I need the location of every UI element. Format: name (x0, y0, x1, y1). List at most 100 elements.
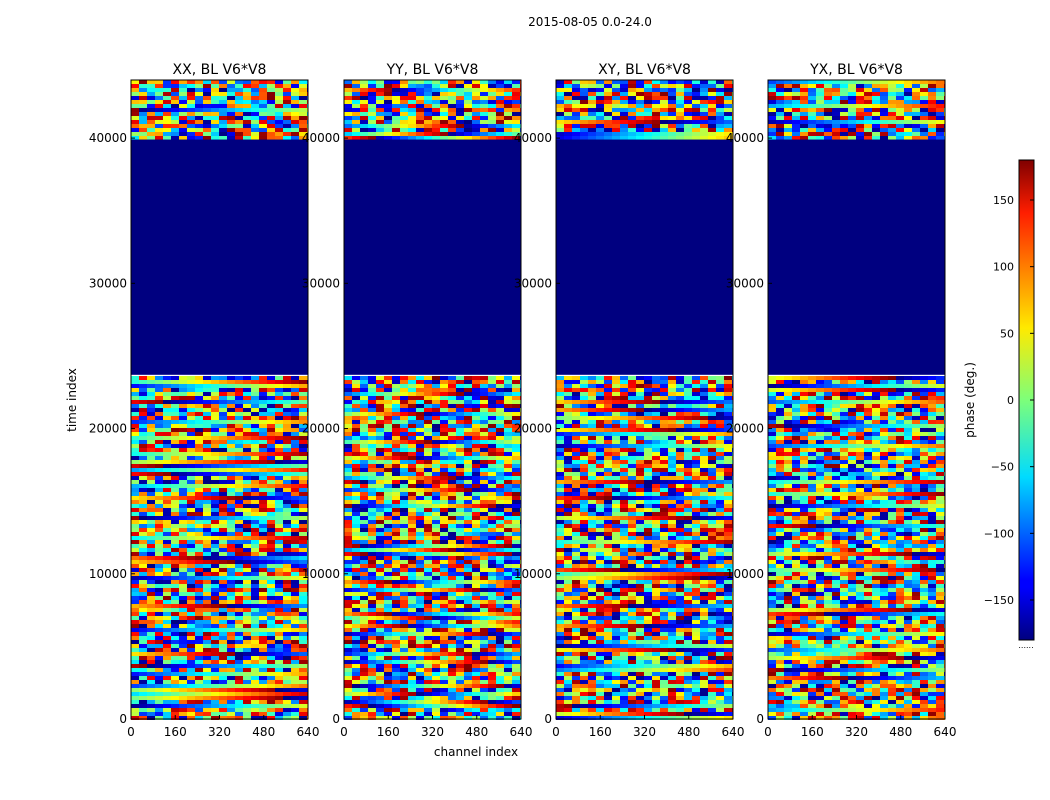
phase-cell (424, 412, 432, 416)
phase-cell (360, 544, 368, 548)
phase-cell (480, 656, 488, 660)
phase-cell (684, 88, 692, 92)
phase-cell (416, 588, 424, 592)
phase-cell (512, 440, 520, 444)
phase-cell (472, 80, 480, 84)
phase-cell (496, 488, 504, 492)
phase-cell (211, 512, 219, 516)
phase-cell (171, 104, 179, 108)
phase-cell (384, 476, 392, 480)
phase-cell (668, 92, 676, 96)
phase-cell (251, 680, 259, 684)
phase-cell (376, 684, 384, 688)
phase-cell (219, 380, 227, 384)
phase-cell (179, 452, 187, 456)
phase-cell (251, 572, 259, 576)
phase-cell (259, 664, 267, 668)
phase-cell (203, 380, 211, 384)
phase-cell (267, 88, 275, 92)
phase-cell (243, 392, 251, 396)
phase-cell (203, 620, 211, 624)
phase-cell (472, 400, 480, 404)
phase-cell (179, 532, 187, 536)
phase-cell (243, 404, 251, 408)
phase-cell (448, 708, 456, 712)
phase-cell (195, 648, 203, 652)
phase-cell (580, 88, 588, 92)
phase-cell (376, 652, 384, 656)
phase-cell (424, 552, 432, 556)
phase-cell (131, 552, 139, 556)
phase-cell (211, 420, 219, 424)
phase-cell (243, 648, 251, 652)
phase-cell (504, 468, 512, 472)
phase-cell (496, 88, 504, 92)
phase-cell (251, 124, 259, 128)
phase-cell (464, 496, 472, 500)
phase-cell (219, 492, 227, 496)
phase-cell (259, 592, 267, 596)
phase-cell (376, 676, 384, 680)
phase-cell (384, 576, 392, 580)
phase-cell (440, 400, 448, 404)
phase-cell (368, 96, 376, 100)
phase-cell (259, 500, 267, 504)
phase-cell (203, 516, 211, 520)
phase-cell (488, 104, 496, 108)
phase-cell (139, 480, 147, 484)
phase-cell (676, 84, 684, 88)
phase-cell (195, 92, 203, 96)
phase-cell (344, 640, 352, 644)
phase-cell (440, 100, 448, 104)
phase-cell (472, 616, 480, 620)
phase-cell (480, 688, 488, 692)
phase-cell (368, 376, 376, 380)
phase-cell (360, 572, 368, 576)
phase-cell (488, 712, 496, 716)
phase-cell (480, 392, 488, 396)
phase-cell (227, 700, 235, 704)
phase-cell (179, 608, 187, 612)
phase-cell (139, 656, 147, 660)
phase-cell (352, 584, 360, 588)
phase-cell (416, 396, 424, 400)
phase-cell (163, 684, 171, 688)
phase-cell (291, 712, 299, 716)
phase-cell (171, 580, 179, 584)
phase-cell (400, 404, 408, 408)
phase-cell (456, 424, 464, 428)
phase-cell (488, 136, 496, 140)
phase-cell (283, 664, 291, 668)
phase-cell (368, 392, 376, 396)
phase-cell (464, 416, 472, 420)
phase-cell (416, 580, 424, 584)
phase-cell (512, 424, 520, 428)
phase-cell (203, 536, 211, 540)
phase-cell (344, 380, 352, 384)
phase-cell (360, 80, 368, 84)
figure-title: 2015-08-05 0.0-24.0 (528, 15, 652, 29)
phase-cell (211, 92, 219, 96)
phase-cell (368, 428, 376, 432)
phase-cell (179, 680, 187, 684)
phase-cell (392, 456, 400, 460)
phase-cell (432, 676, 440, 680)
phase-cell (235, 520, 243, 524)
phase-cell (596, 116, 604, 120)
phase-cell (243, 400, 251, 404)
phase-cell (267, 712, 275, 716)
phase-cell (416, 504, 424, 508)
phase-cell (163, 404, 171, 408)
phase-cell (219, 532, 227, 536)
phase-cell (187, 484, 195, 488)
phase-cell (344, 512, 352, 516)
phase-cell (504, 656, 512, 660)
phase-cell (408, 576, 416, 580)
phase-cell (344, 680, 352, 684)
phase-cell (155, 648, 163, 652)
phase-cell (251, 612, 259, 616)
phase-cell (259, 712, 267, 716)
phase-cell (147, 464, 155, 468)
phase-cell (504, 576, 512, 580)
phase-cell (464, 616, 472, 620)
